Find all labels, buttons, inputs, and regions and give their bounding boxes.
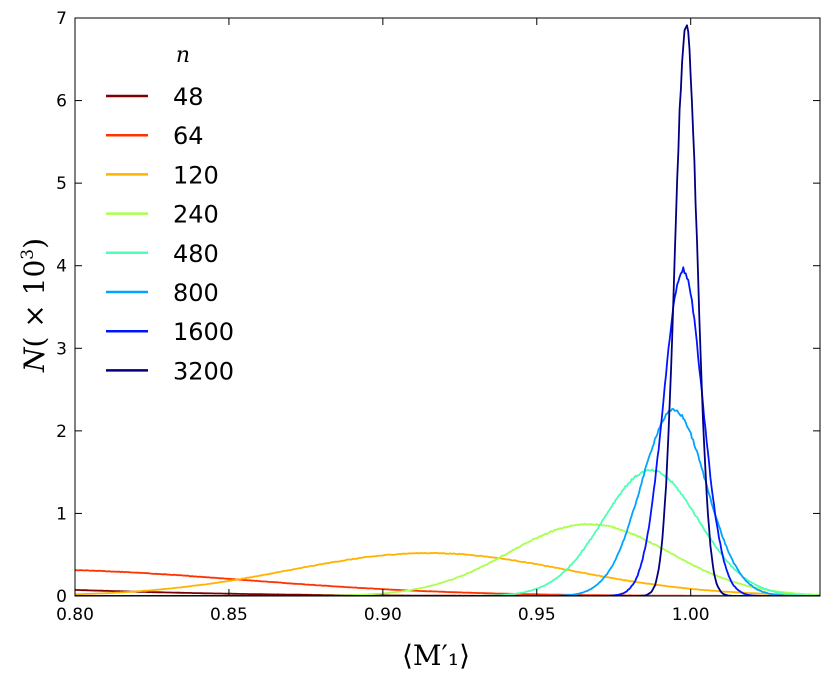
x-tick-label: 1.00: [672, 605, 710, 625]
y-tick-label: 0: [56, 587, 67, 607]
plot-frame: [74, 17, 821, 597]
y-tick-label: 5: [56, 174, 67, 194]
y-tick-label: 7: [56, 9, 67, 29]
x-axis: 0.80 0.85 0.90 0.95 1.00: [56, 18, 710, 625]
y-tick-label: 6: [56, 92, 67, 112]
series-line-3200: [75, 24, 820, 596]
x-tick-label: 0.80: [56, 605, 94, 625]
series-line-800: [75, 407, 820, 596]
y-tick-label: 3: [56, 339, 67, 359]
legend-label-3200: 3200: [173, 357, 234, 385]
legend: n 48 64 120 240 480 800 1600 3200: [106, 43, 234, 385]
legend-label-64: 64: [173, 122, 204, 150]
x-tick-label: 0.85: [210, 605, 248, 625]
y-axis-title-close: ): [18, 238, 51, 249]
legend-label-240: 240: [173, 201, 219, 229]
y-axis-title: N( × 103): [18, 238, 51, 373]
y-axis-title-paren: ( × 10: [18, 260, 51, 348]
legend-label-120: 120: [173, 161, 219, 189]
legend-title: n: [176, 43, 190, 68]
legend-label-48: 48: [173, 83, 204, 111]
legend-label-1600: 1600: [173, 318, 234, 346]
legend-label-480: 480: [173, 240, 219, 268]
series-line-240: [75, 522, 820, 596]
svg-text:N( × 103): N( × 103): [18, 238, 51, 373]
x-axis-title: ⟨M′₁⟩: [402, 639, 470, 672]
series-line-1600: [75, 266, 820, 596]
y-tick-label: 1: [56, 504, 67, 524]
y-tick-label: 4: [56, 257, 67, 277]
y-axis-title-exponent: 3: [18, 249, 38, 260]
y-tick-label: 2: [56, 422, 67, 442]
y-axis: 0 1 2 3 4 5 6 7: [56, 9, 820, 607]
legend-label-800: 800: [173, 279, 219, 307]
x-tick-label: 0.95: [518, 605, 556, 625]
series-line-120: [75, 551, 820, 596]
series-line-480: [75, 468, 820, 596]
y-axis-title-symbol: N: [18, 346, 51, 373]
x-tick-label: 0.90: [364, 605, 402, 625]
